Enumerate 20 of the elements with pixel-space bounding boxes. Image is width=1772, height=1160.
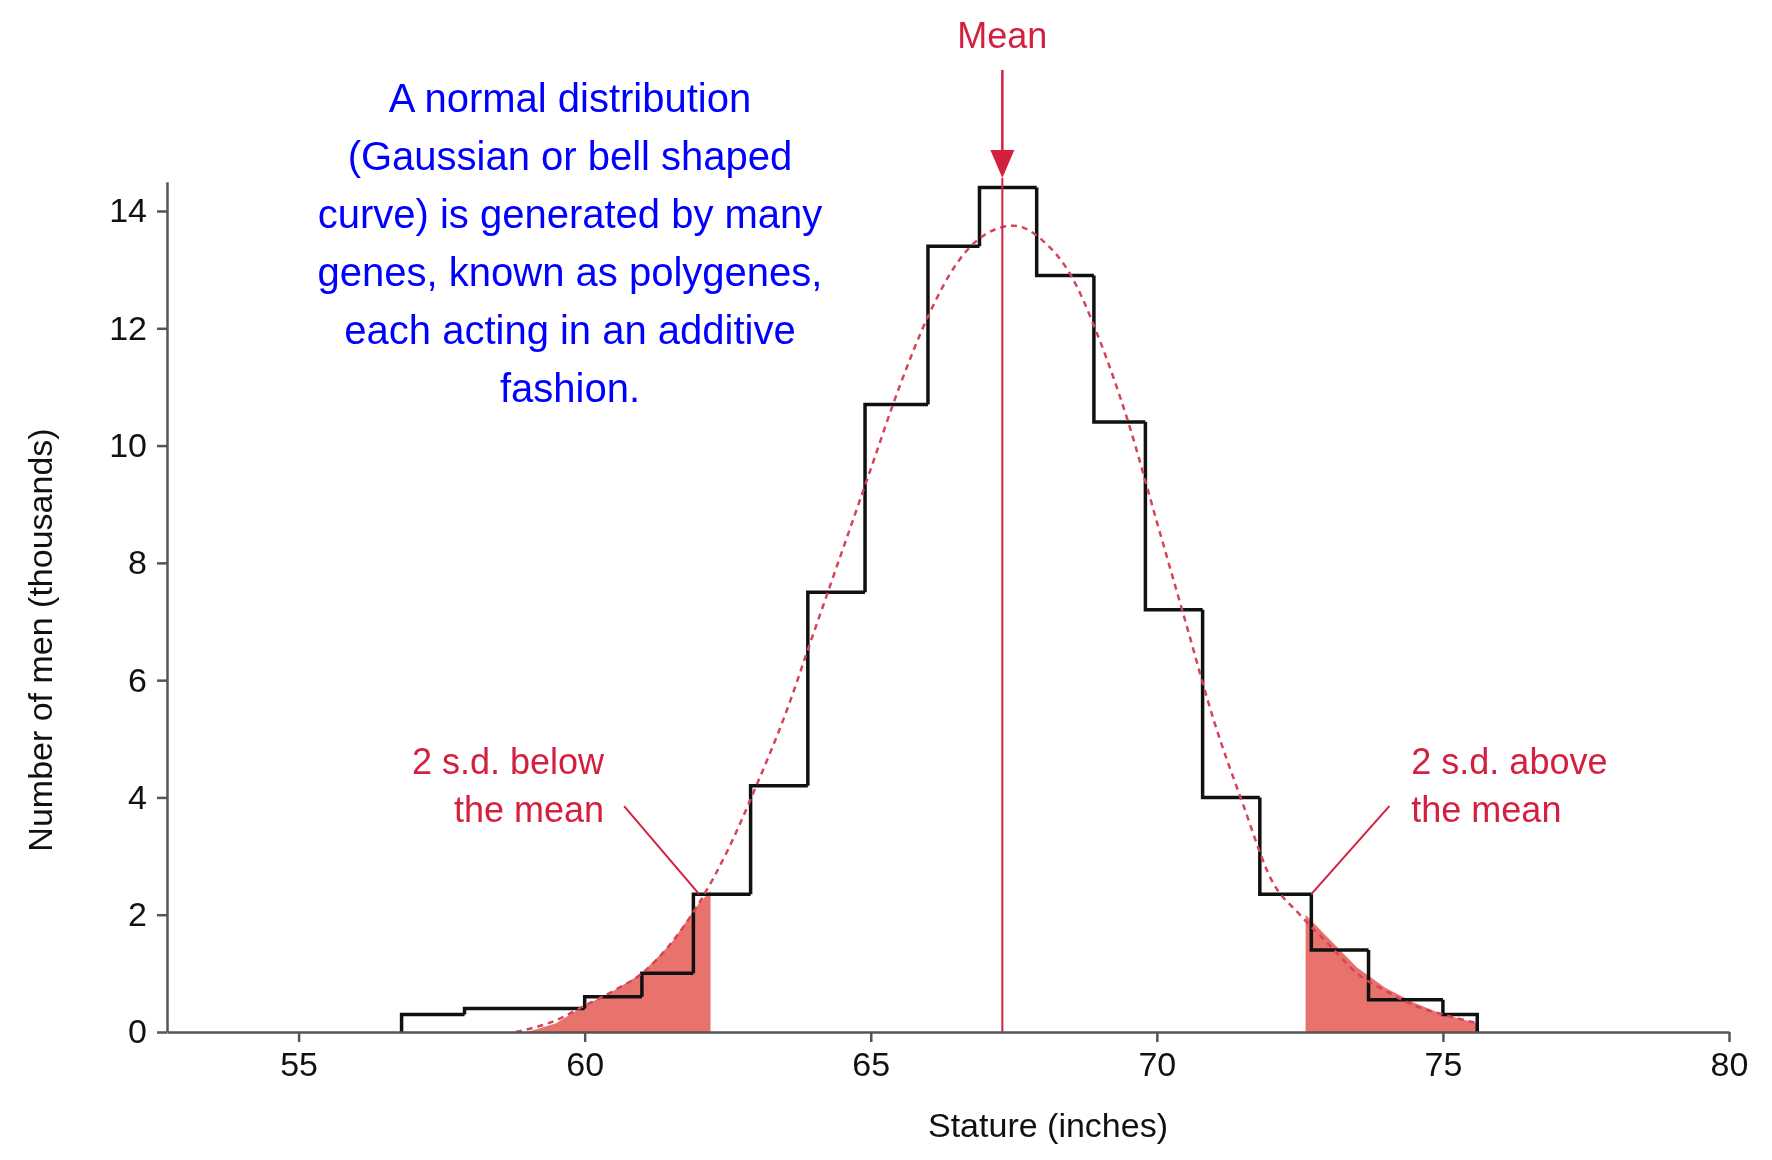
y-tick-label: 2 <box>128 895 147 934</box>
x-tick-label: 65 <box>852 1045 891 1084</box>
annotation: 2 s.d. above the mean <box>1411 741 1608 831</box>
x-tick-label: 60 <box>566 1045 605 1084</box>
y-axis-title: Number of men (thousands) <box>21 428 59 852</box>
x-tick-label: 80 <box>1710 1045 1749 1084</box>
y-tick-label: 0 <box>128 1012 147 1051</box>
x-axis-title: Stature (inches) <box>928 1106 1168 1144</box>
annotation: A normal distribution (Gaussian or bell shaped curve) is generated by many genes, known as polygenes, each acting in an additive fashion. <box>317 76 823 410</box>
y-tick-label: 12 <box>109 308 147 347</box>
annotation: 2 s.d. below the mean <box>411 741 606 831</box>
y-tick-label: 10 <box>109 425 147 464</box>
x-tick-label: 70 <box>1138 1045 1177 1084</box>
x-tick-label: 55 <box>280 1045 319 1084</box>
y-tick-label: 8 <box>128 543 147 582</box>
y-tick-label: 6 <box>128 660 147 699</box>
y-tick-label: 4 <box>128 777 147 816</box>
y-tick-label: 14 <box>109 191 147 230</box>
x-tick-label: 75 <box>1424 1045 1463 1084</box>
ref-line-label: Mean <box>957 15 1048 56</box>
